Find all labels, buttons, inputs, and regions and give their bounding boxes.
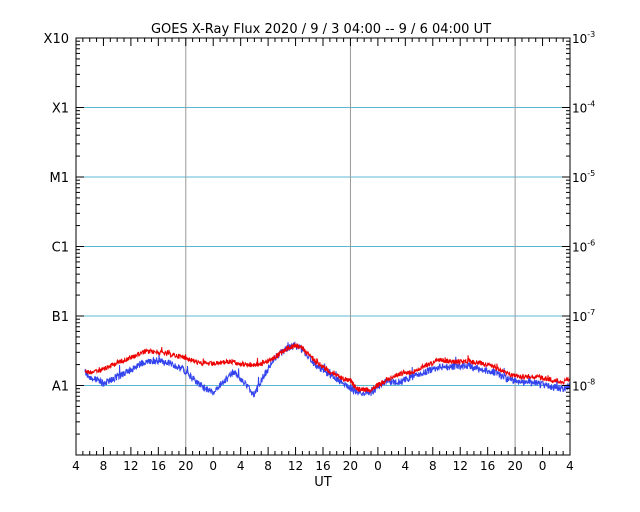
x-tick-label: 16 xyxy=(151,459,166,473)
x-tick-label: 0 xyxy=(209,459,217,473)
y-right-tick-label: 10-3 xyxy=(572,30,595,46)
x-tick-label: 20 xyxy=(343,459,358,473)
x-tick-label: 8 xyxy=(264,459,272,473)
y-right-tick-exponent: -8 xyxy=(587,378,595,387)
x-tick-label: 0 xyxy=(539,459,547,473)
y-left-tick-label: M1 xyxy=(50,171,70,186)
x-tick-label: 0 xyxy=(374,459,382,473)
y-right-tick-exponent: -6 xyxy=(587,239,595,248)
x-tick-label: 8 xyxy=(429,459,437,473)
y-left-tick-label: A1 xyxy=(52,380,69,395)
series-line-red xyxy=(84,342,571,394)
x-tick-label: 12 xyxy=(288,459,303,473)
x-tick-label: 20 xyxy=(507,459,522,473)
x-tick-label: 8 xyxy=(100,459,108,473)
label-layer: 4 8 12 16 20 0 4 8 12 16 20 0 4 8 12 16 20 0 4 X10 X1 M1 C1 B1 A… xyxy=(44,30,596,473)
grid-layer xyxy=(76,38,570,455)
y-right-tick-label: 10-8 xyxy=(572,378,595,394)
series-layer xyxy=(84,341,571,398)
y-right-tick-exponent: -3 xyxy=(587,30,595,39)
y-left-tick-label: C1 xyxy=(52,241,69,256)
x-tick-label: 4 xyxy=(566,459,574,473)
x-tick-label: 16 xyxy=(315,459,330,473)
series-line-blue xyxy=(84,341,571,398)
x-tick-label: 20 xyxy=(178,459,193,473)
y-right-tick-label: 10-6 xyxy=(572,239,595,255)
y-left-tick-label: X10 xyxy=(44,32,69,47)
y-right-tick-label: 10-4 xyxy=(572,100,595,116)
y-right-tick-label: 10-7 xyxy=(572,308,595,324)
y-right-tick-exponent: -5 xyxy=(587,169,595,178)
x-tick-label: 16 xyxy=(480,459,495,473)
y-left-tick-label: X1 xyxy=(52,102,69,117)
x-axis-label: UT xyxy=(314,475,332,490)
y-right-tick-label: 10-5 xyxy=(572,169,595,185)
x-tick-label: 12 xyxy=(453,459,468,473)
x-tick-label: 4 xyxy=(237,459,245,473)
chart-title: GOES X-Ray Flux 2020 / 9 / 3 04:00 -- 9 … xyxy=(151,22,491,37)
y-right-tick-exponent: -7 xyxy=(587,308,595,317)
x-tick-label: 4 xyxy=(402,459,410,473)
y-left-tick-label: B1 xyxy=(52,310,69,325)
y-right-tick-exponent: -4 xyxy=(587,100,595,109)
tick-layer xyxy=(75,37,571,456)
x-tick-label: 4 xyxy=(72,459,80,473)
x-tick-label: 12 xyxy=(123,459,138,473)
